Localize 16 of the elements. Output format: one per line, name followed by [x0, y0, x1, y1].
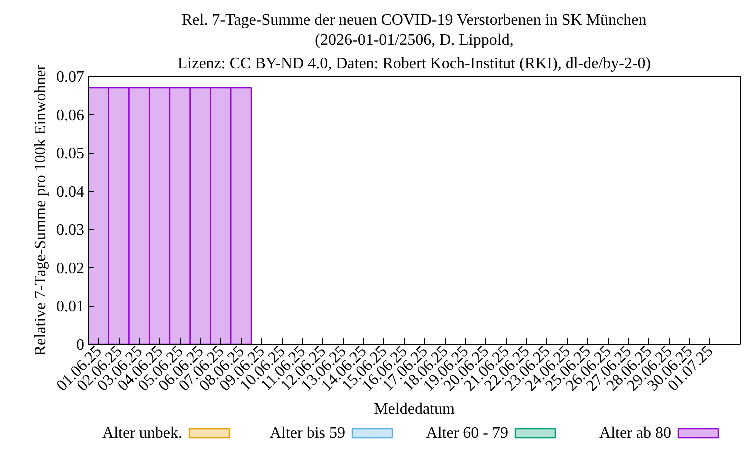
y-tick-label: 0.06 — [56, 107, 84, 124]
y-tick-label: 0.01 — [56, 298, 84, 316]
y-axis-title: Relative 7-Tage-Summe pro 100k Einwohner — [32, 64, 50, 356]
x-axis-title: Meldedatum — [374, 400, 456, 418]
legend-label: Alter bis 59 — [270, 425, 346, 442]
chart-subtitle: (2026-01-01/2506, D. Lippold, — [315, 32, 514, 49]
y-tick-label: 0.02 — [56, 260, 84, 278]
chart-title: Rel. 7-Tage-Summe der neuen COVID-19 Verstorbenen in SK München — [182, 12, 647, 29]
legend-label: Alter unbek. — [102, 425, 183, 442]
y-tick-label: 0.03 — [56, 222, 84, 240]
y-tick-label: 0.05 — [56, 146, 84, 163]
y-tick-label: 0.07 — [56, 69, 84, 86]
legend-label: Alter ab 80 — [600, 425, 672, 442]
text: Lizenz: CC BY-ND 4.0, Daten: Robert Koch-Institut (RKI), dl-de/by-2-0) — [178, 56, 652, 72]
legend-label: Alter 60 - 79 — [426, 425, 508, 442]
y-tick-label: 0.04 — [56, 184, 84, 201]
